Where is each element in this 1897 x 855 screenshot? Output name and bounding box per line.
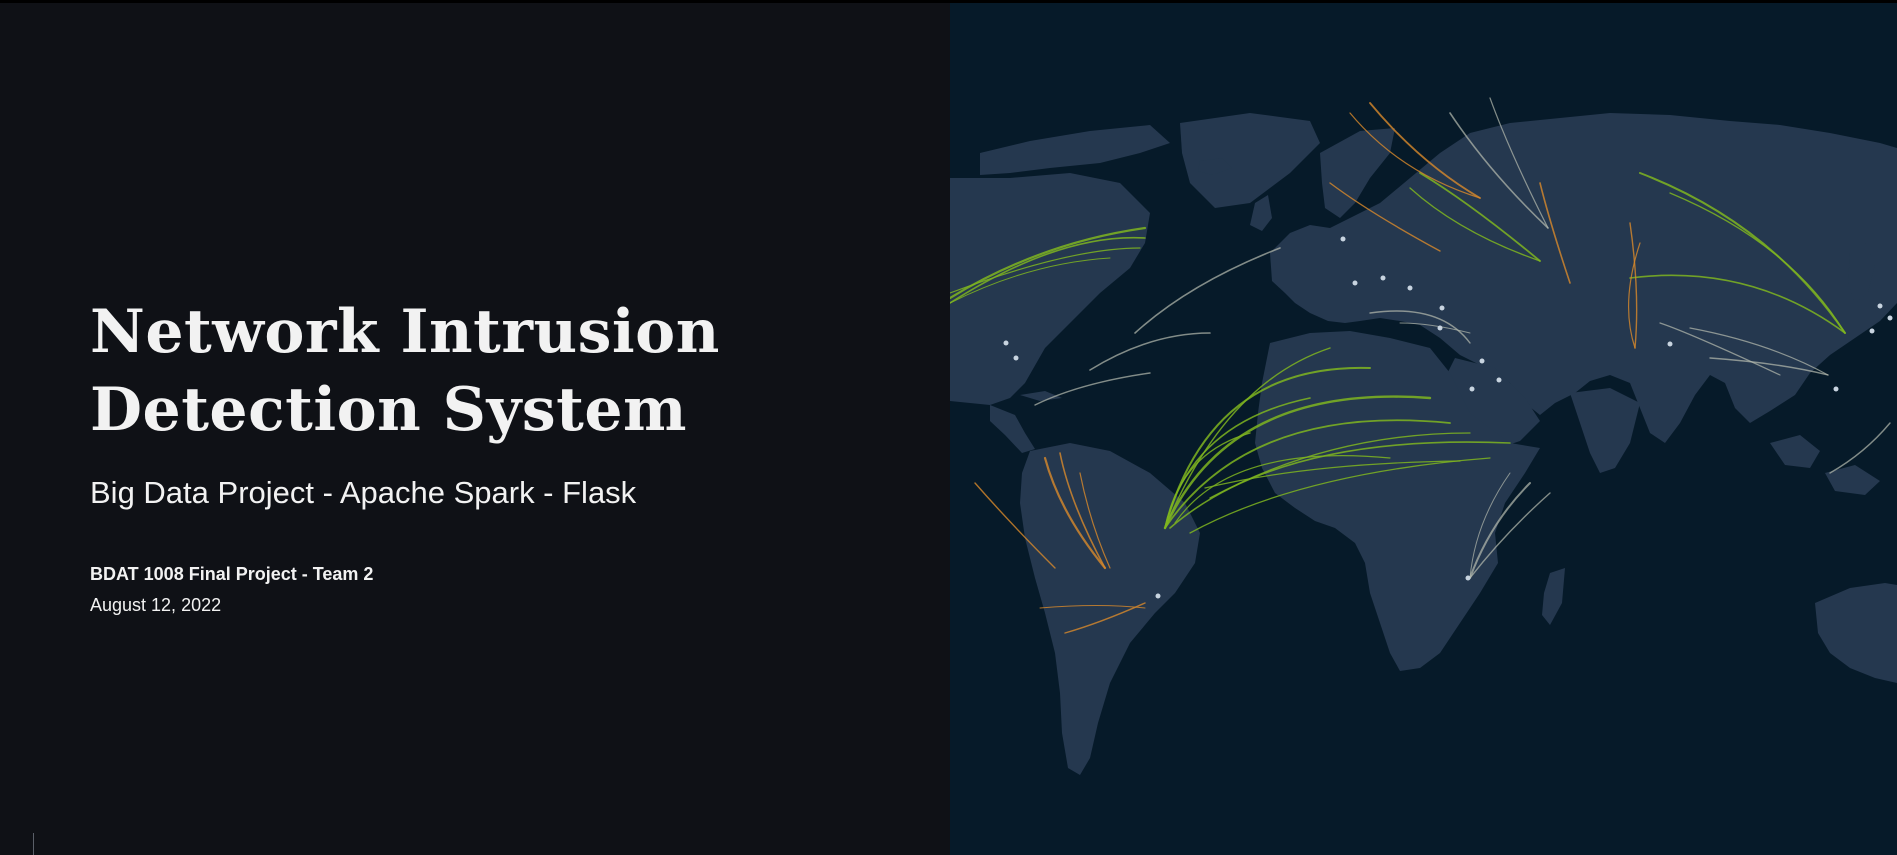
madagascar <box>1542 568 1565 625</box>
arc <box>1539 182 1571 284</box>
gray-attack-arcs <box>1034 97 1891 579</box>
arc <box>1059 452 1106 569</box>
arc <box>1169 441 1511 529</box>
arc <box>1204 460 1461 489</box>
arc <box>1164 347 1331 529</box>
india <box>1570 388 1640 473</box>
arc <box>1089 332 1211 371</box>
arc <box>1629 222 1638 349</box>
africa <box>1255 331 1540 671</box>
british-isles <box>1250 195 1272 231</box>
arc <box>1164 432 1251 529</box>
arc <box>974 482 1056 569</box>
arc <box>1134 247 1281 334</box>
arc <box>950 247 1141 294</box>
arc <box>1629 274 1846 334</box>
continents <box>950 113 1897 775</box>
arc <box>1829 422 1891 474</box>
endpoint-dot <box>1407 285 1413 291</box>
arc <box>1489 97 1549 229</box>
endpoint-dot <box>1667 341 1673 347</box>
title-panel: Network Intrusion Detection System Big D… <box>0 3 950 855</box>
endpoint-dot <box>1380 275 1386 281</box>
arc <box>1659 322 1781 376</box>
japan <box>1848 243 1875 303</box>
arc <box>1689 327 1829 376</box>
orange-attack-arcs <box>974 102 1641 634</box>
arc <box>1329 182 1441 252</box>
arc <box>1369 310 1471 344</box>
greenland <box>1180 113 1320 208</box>
arc <box>1419 172 1541 262</box>
arctic-islands <box>980 125 1170 175</box>
arc <box>950 236 1146 304</box>
endpoint-dot <box>1439 305 1445 311</box>
endpoint-dot <box>1003 340 1009 346</box>
arc <box>1469 482 1531 579</box>
endpoint-dot <box>1479 358 1485 364</box>
title-line-1: Network Intrusion <box>90 297 720 367</box>
corner-divider <box>33 833 34 855</box>
endpoint-dot <box>1013 355 1019 361</box>
endpoint-dot <box>1496 377 1502 383</box>
south-america <box>1020 443 1200 775</box>
attack-endpoints <box>1003 236 1893 599</box>
slide-subtitle: Big Data Project - Apache Spark - Flask <box>90 475 637 510</box>
north-america <box>950 173 1150 405</box>
arc <box>1369 102 1481 199</box>
endpoint-dot <box>1469 386 1475 392</box>
scandinavia <box>1320 128 1395 218</box>
arc <box>1189 457 1491 534</box>
arc <box>1163 395 1432 530</box>
iceland <box>1198 158 1232 175</box>
date-label: August 12, 2022 <box>90 595 222 615</box>
title-line-2: Detection System <box>90 375 688 445</box>
arc <box>1469 472 1511 579</box>
southeast-asia-islands <box>1770 435 1880 495</box>
arc <box>1174 455 1391 524</box>
arc <box>1034 372 1151 406</box>
endpoint-dot <box>1437 325 1443 331</box>
arc <box>1449 112 1549 229</box>
endpoint-dot <box>1465 575 1471 581</box>
map-panel <box>950 3 1897 855</box>
arc <box>1627 242 1641 349</box>
arc <box>1409 187 1541 262</box>
endpoint-dot <box>1887 315 1893 321</box>
central-america <box>990 405 1035 453</box>
endpoint-dot <box>1877 303 1883 309</box>
endpoint-dot <box>1340 236 1346 242</box>
arc <box>1709 357 1829 376</box>
arc <box>1039 605 1146 609</box>
arc <box>1043 456 1107 570</box>
australia <box>1815 583 1897 683</box>
arc <box>1349 112 1481 199</box>
world-map-image <box>950 97 1897 775</box>
endpoint-dot <box>1352 280 1358 286</box>
arc <box>950 257 1111 304</box>
arc <box>1209 432 1471 499</box>
cuba <box>1020 391 1062 401</box>
endpoint-dot <box>1833 386 1839 392</box>
slide-title: Network Intrusion Detection System <box>90 293 850 449</box>
endpoint-dot <box>1155 593 1161 599</box>
green-attack-arcs <box>950 172 1846 534</box>
arc <box>1639 172 1846 334</box>
endpoint-dot <box>1869 328 1875 334</box>
team-label: BDAT 1008 Final Project - Team 2 <box>90 564 374 584</box>
arc <box>1469 492 1551 579</box>
arc <box>1079 472 1111 569</box>
arc <box>1399 322 1471 334</box>
arc <box>1669 192 1846 334</box>
arc <box>1164 419 1451 529</box>
